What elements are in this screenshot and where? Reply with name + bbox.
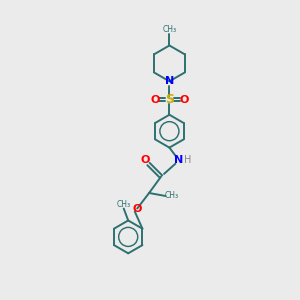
Text: CH₃: CH₃ — [165, 191, 179, 200]
Text: CH₃: CH₃ — [117, 200, 131, 208]
Text: N: N — [174, 155, 184, 165]
Text: O: O — [141, 155, 150, 166]
Text: S: S — [165, 93, 174, 106]
Text: O: O — [179, 95, 188, 105]
Text: CH₃: CH₃ — [162, 26, 176, 34]
Text: O: O — [133, 203, 142, 214]
Text: O: O — [150, 95, 160, 105]
Text: N: N — [165, 76, 174, 86]
Text: H: H — [184, 155, 191, 165]
